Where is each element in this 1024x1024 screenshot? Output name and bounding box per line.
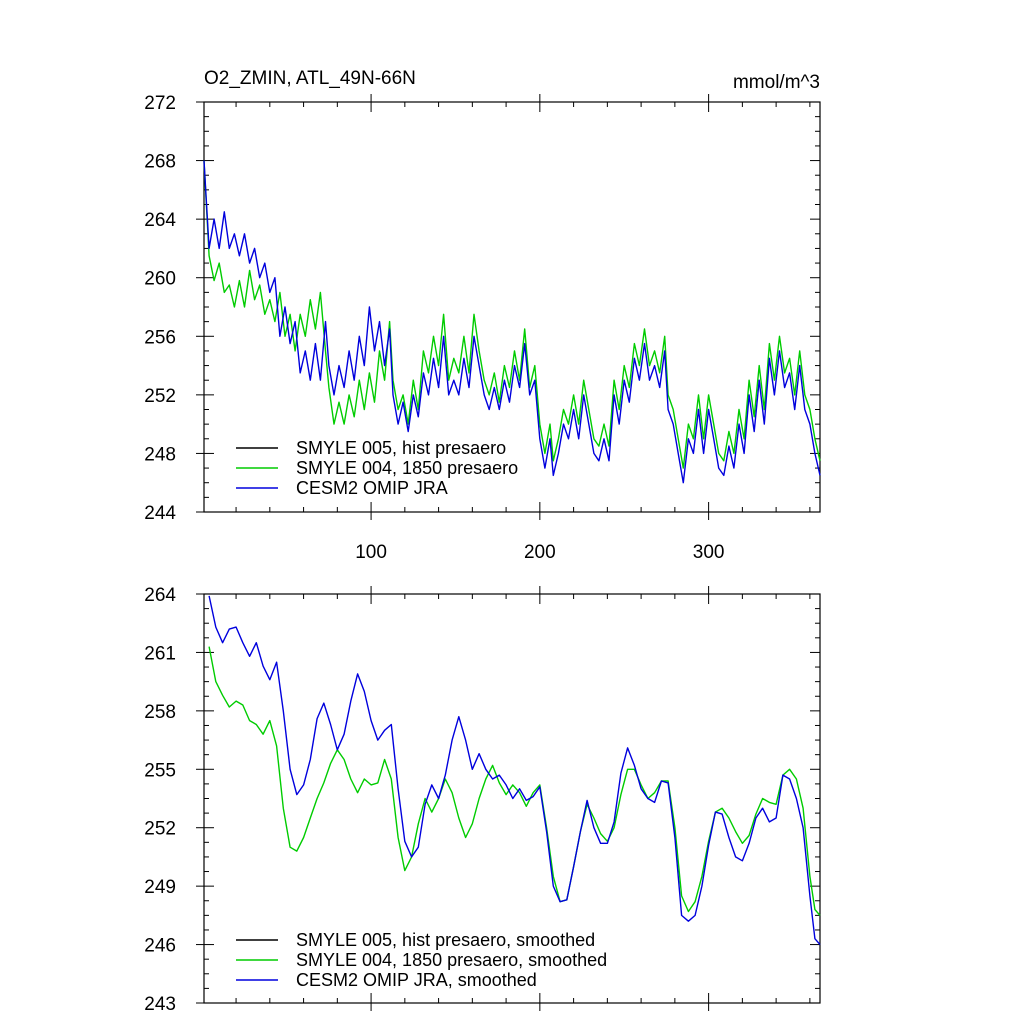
legend-label-1: SMYLE 005, hist presaero <box>296 438 506 458</box>
y-tick-label: 264 <box>144 585 176 606</box>
x-tick-label: 100 <box>355 542 387 563</box>
y-tick-label: 261 <box>144 643 176 664</box>
y-tick-label: 252 <box>144 386 176 407</box>
y-tick-label: 243 <box>144 994 176 1015</box>
y-tick-label: 264 <box>144 210 176 231</box>
y-tick-label: 255 <box>144 760 176 781</box>
y-tick-label: 258 <box>144 702 176 723</box>
bottom-panel: 243 246 249 252 255 258 261 264 SMYLE 005, hist … <box>144 585 821 1015</box>
y-tick-label: 249 <box>144 877 176 898</box>
y-tick-label: 248 <box>144 444 176 465</box>
legend-label-2: SMYLE 004, 1850 presaero, smoothed <box>296 950 607 970</box>
series-line-2 <box>203 160 821 469</box>
legend-label-3: CESM2 OMIP JRA <box>296 478 448 498</box>
chart-title: O2_ZMIN, ATL_49N-66N <box>204 68 416 89</box>
y-tick-label: 256 <box>144 327 176 348</box>
y-tick-label: 272 <box>144 93 176 114</box>
legend-label-2: SMYLE 004, 1850 presaero <box>296 458 518 478</box>
x-tick-label: 300 <box>693 542 725 563</box>
series-line-2 <box>208 646 821 916</box>
y-tick-label: 244 <box>144 503 176 524</box>
y-tick-label: 268 <box>144 152 176 173</box>
y-tick-label: 260 <box>144 269 176 290</box>
legend-label-1: SMYLE 005, hist presaero, smoothed <box>296 930 595 950</box>
series-line-3 <box>203 160 821 484</box>
y-tick-label: 246 <box>144 936 176 957</box>
top-panel: 244 248 252 256 260 264 268 272 100 200 300 O2_ZMIN… <box>144 68 821 563</box>
x-tick-label: 200 <box>524 542 556 563</box>
y-tick-label: 252 <box>144 819 176 840</box>
units-label: mmol/m^3 <box>733 72 820 93</box>
series-line-3 <box>208 595 821 946</box>
legend-label-3: CESM2 OMIP JRA, smoothed <box>296 970 537 990</box>
